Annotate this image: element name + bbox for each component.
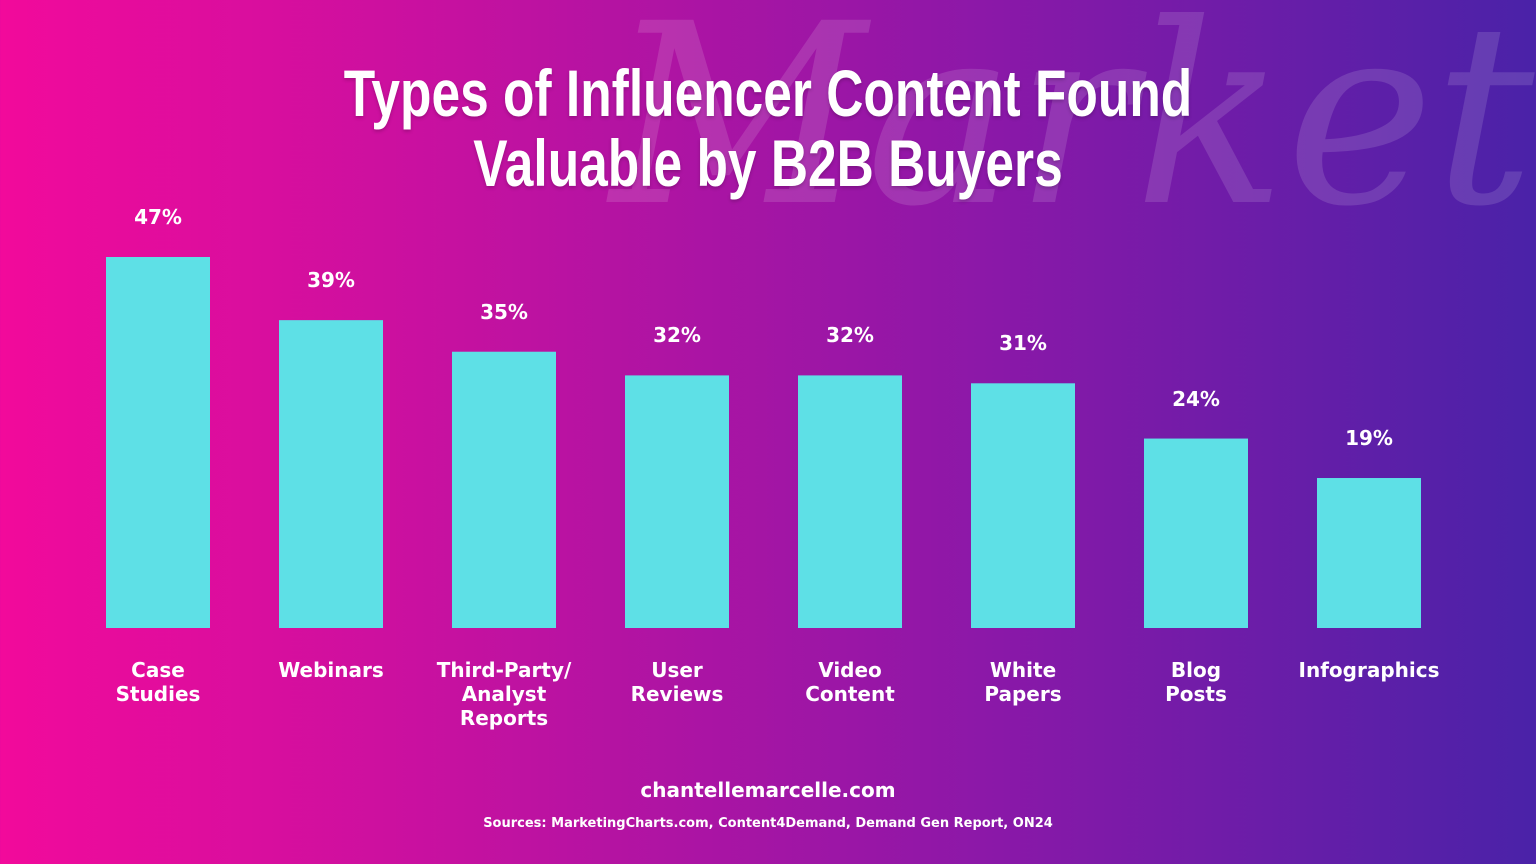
- x-tick-label: User Reviews: [630, 658, 724, 706]
- x-tick-label: Blog Posts: [1165, 658, 1227, 706]
- value-label: 47%: [134, 205, 182, 229]
- x-tick-label: White Papers: [984, 658, 1062, 706]
- x-tick-label: Infographics: [1298, 658, 1440, 682]
- value-label: 24%: [1172, 386, 1220, 411]
- value-label: 32%: [826, 323, 874, 348]
- bar: [798, 375, 902, 628]
- x-tick-label: Case Studies: [115, 658, 201, 706]
- bar: [971, 383, 1075, 628]
- bar: [1317, 478, 1421, 628]
- bar: [1144, 438, 1248, 628]
- website: chantellemarcelle.com: [640, 778, 896, 802]
- value-label: 39%: [307, 268, 355, 293]
- value-label: 19%: [1345, 426, 1393, 451]
- x-tick-label: Webinars: [278, 658, 384, 682]
- bar: [625, 375, 729, 628]
- bar: [279, 320, 383, 628]
- bar: [106, 257, 210, 628]
- value-label: 31%: [999, 331, 1047, 356]
- chart-title: Types of Influencer Content Found Valuab…: [343, 56, 1193, 200]
- x-tick-label: Video Content: [805, 658, 895, 706]
- x-tick-label: Third-Party/ Analyst Reports: [436, 658, 572, 730]
- watermark: Marketing: [610, 0, 1536, 261]
- bar: [452, 351, 556, 628]
- value-label: 32%: [653, 323, 701, 348]
- sources: Sources: MarketingCharts.com, Content4De…: [483, 816, 1053, 831]
- value-label: 35%: [480, 299, 528, 324]
